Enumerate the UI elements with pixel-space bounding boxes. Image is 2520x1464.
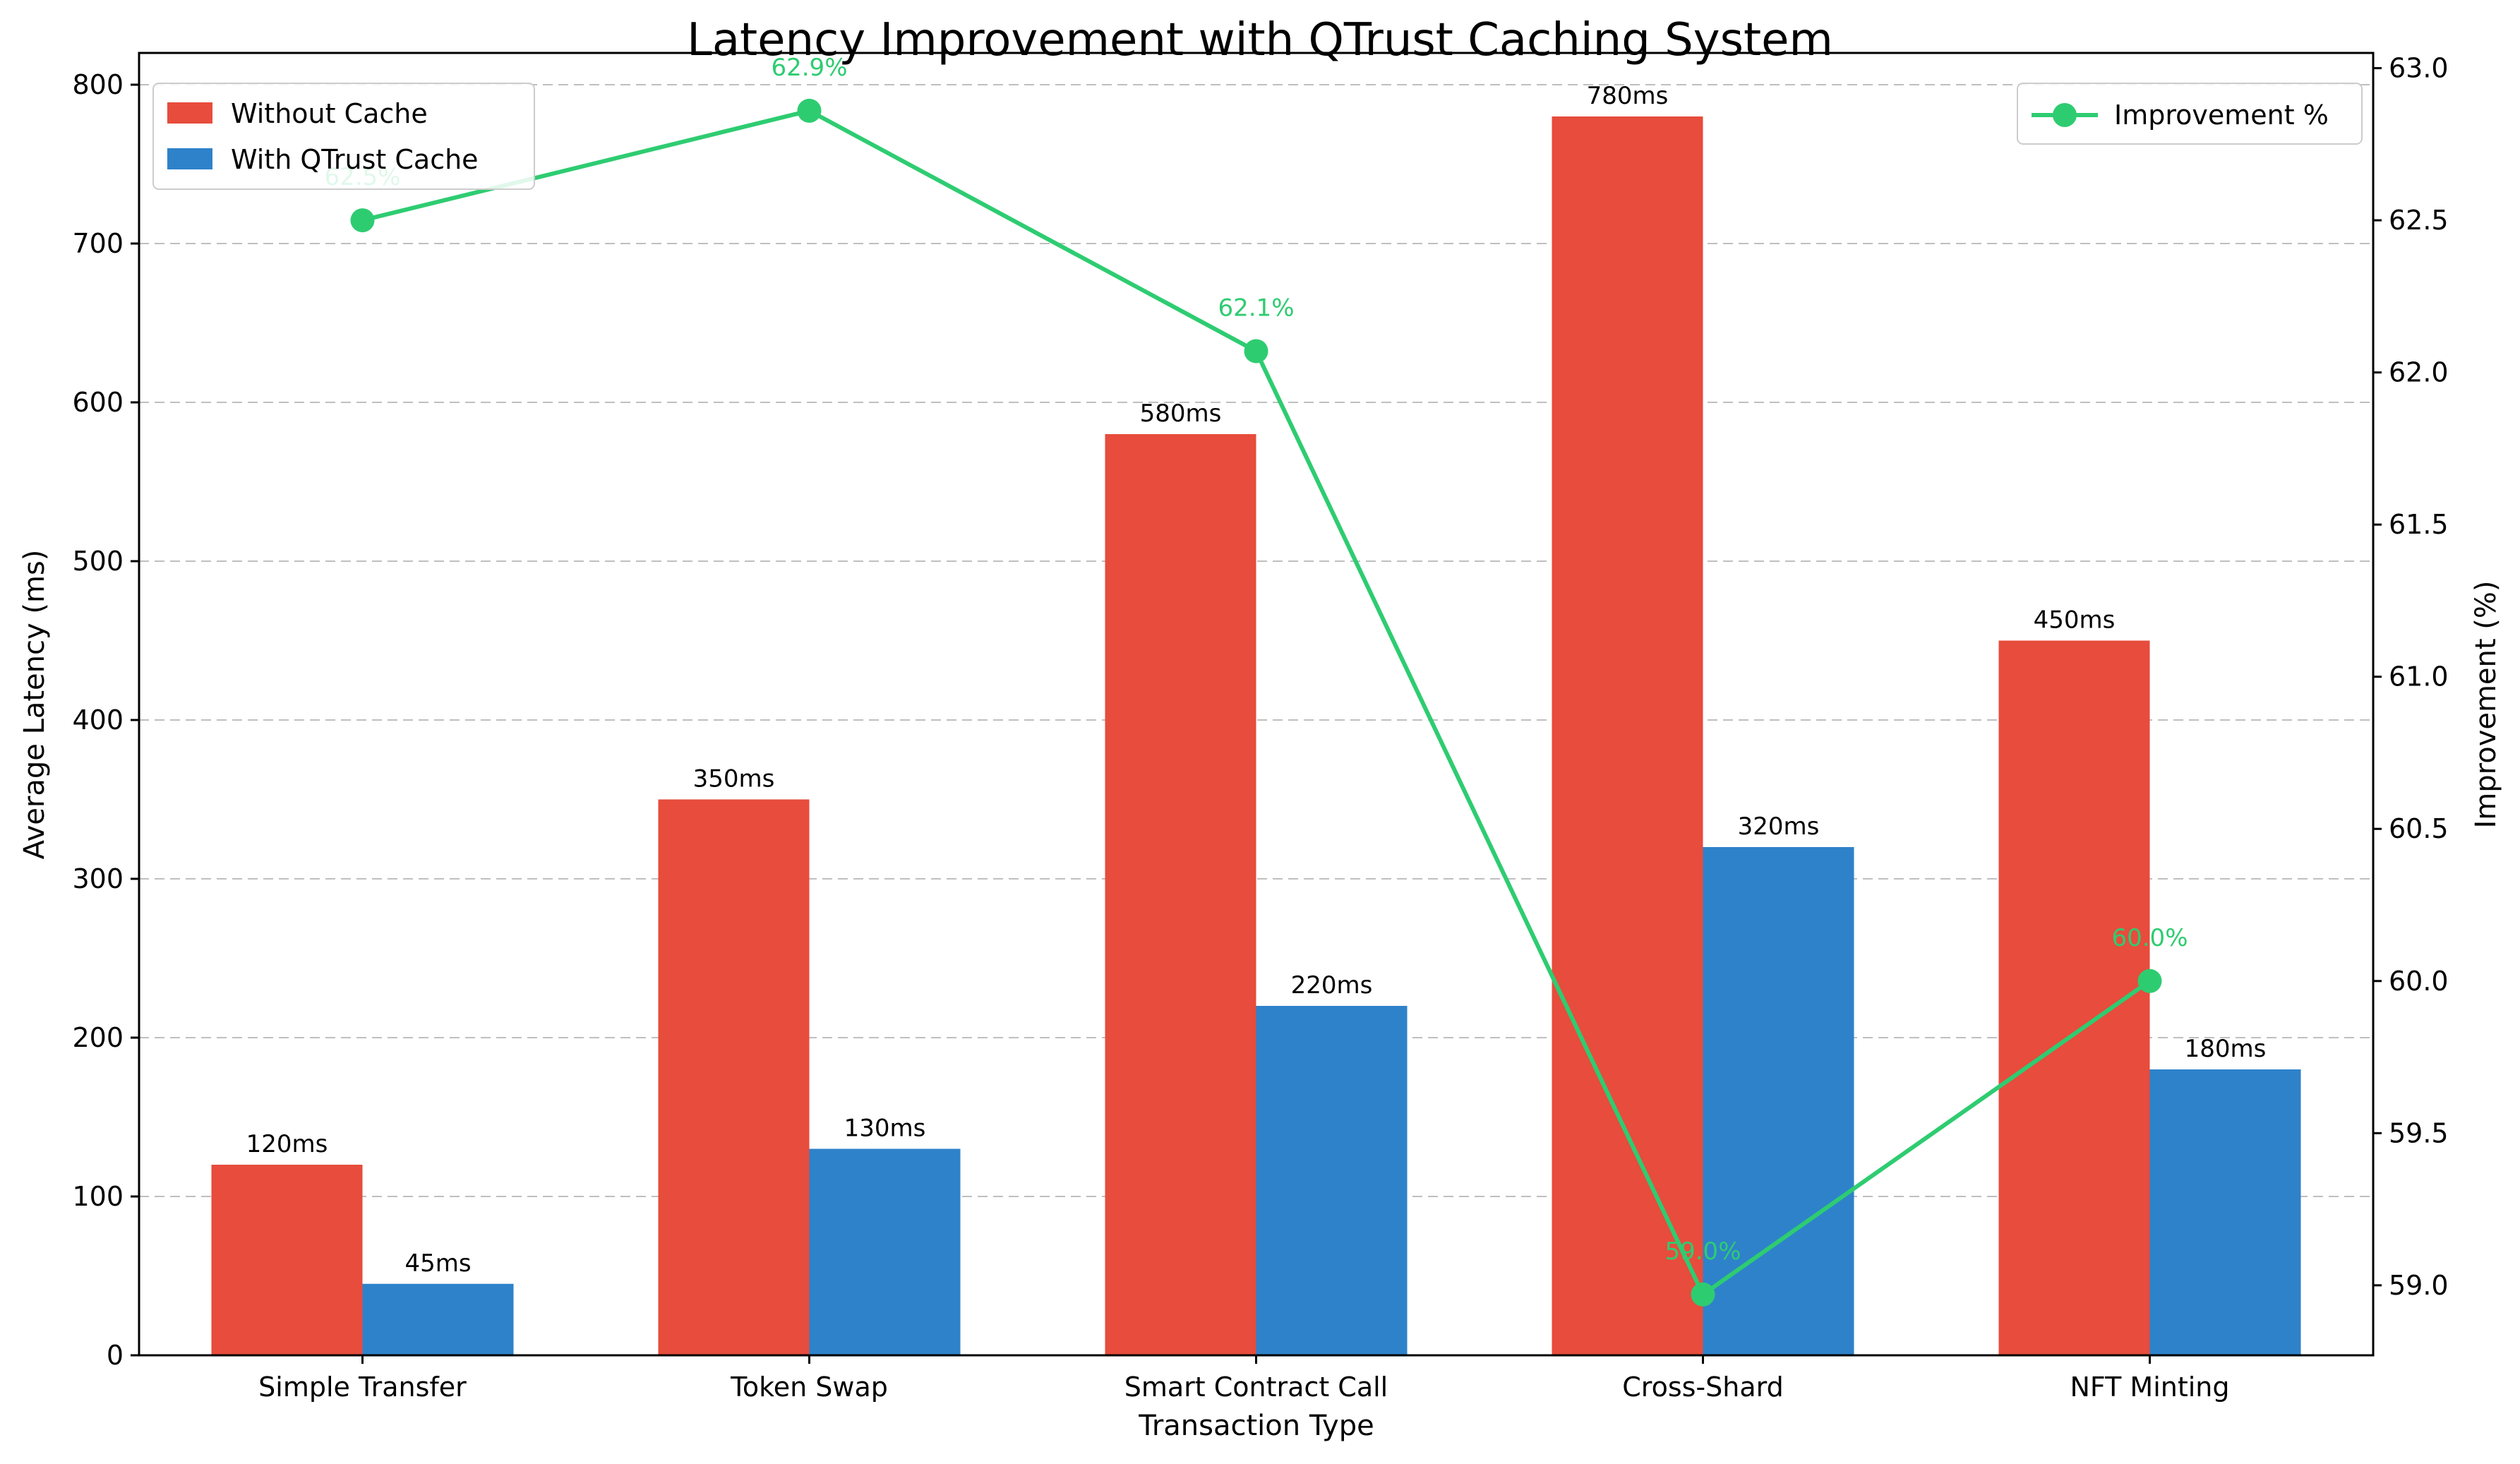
x-tick-label-1: Token Swap bbox=[730, 1372, 888, 1403]
right-tick-label-59.5: 59.5 bbox=[2389, 1117, 2449, 1148]
bar-label-series-0-0: 120ms bbox=[246, 1130, 328, 1158]
improvement-label-2: 62.1% bbox=[1218, 294, 1294, 322]
bar-label-series-1-2: 220ms bbox=[1291, 971, 1373, 1000]
chart-title: Latency Improvement with QTrust Caching … bbox=[687, 14, 1833, 66]
bar-series-0-3 bbox=[1552, 116, 1703, 1355]
bar-label-series-1-3: 320ms bbox=[1738, 812, 1820, 841]
bar-label-series-1-0: 45ms bbox=[404, 1249, 471, 1278]
bar-series-1-2 bbox=[1256, 1006, 1408, 1355]
legend-label-improvement: Improvement % bbox=[2114, 100, 2329, 131]
legend-label-without-cache: Without Cache bbox=[231, 98, 428, 129]
legend-swatch-without-cache bbox=[167, 102, 212, 124]
y-axis-label-right: Improvement (%) bbox=[2470, 580, 2502, 828]
bar-series-1-3 bbox=[1703, 847, 1854, 1355]
right-axis: 59.0 59.5 60.0 60.5 61.0 61.5 62.0 62.5 63.0 bbox=[2373, 53, 2449, 1301]
x-axis-label: Transaction Type bbox=[1138, 1410, 1374, 1442]
x-tick-label-0: Simple Transfer bbox=[258, 1372, 467, 1403]
legend-swatch-with-cache bbox=[167, 148, 212, 169]
left-tick-label-100: 100 bbox=[72, 1181, 124, 1212]
improvement-point-0 bbox=[350, 208, 375, 233]
improvement-point-1 bbox=[797, 98, 822, 123]
bars bbox=[211, 116, 2301, 1355]
improvement-line-layer: 62.5%62.9%62.1%59.0%60.0% bbox=[324, 54, 2188, 1307]
right-tick-label-62.0: 62.0 bbox=[2389, 357, 2449, 388]
x-axis: Simple Transfer Token Swap Smart Contract … bbox=[258, 1355, 2230, 1403]
left-tick-label-400: 400 bbox=[72, 704, 124, 736]
bar-series-0-1 bbox=[658, 799, 810, 1355]
legend-left-frame bbox=[152, 83, 535, 190]
legend-marker-improvement bbox=[2053, 103, 2077, 127]
bar-series-1-1 bbox=[809, 1148, 961, 1355]
right-tick-label-61.0: 61.0 bbox=[2389, 661, 2449, 692]
x-tick-label-4: NFT Minting bbox=[2070, 1372, 2230, 1403]
legend-right: Improvement % bbox=[2017, 83, 2363, 145]
left-axis: 0 100 200 300 400 500 600 700 800 bbox=[72, 69, 139, 1371]
left-tick-label-200: 200 bbox=[72, 1022, 124, 1053]
right-tick-label-62.5: 62.5 bbox=[2389, 205, 2449, 236]
bar-series-1-0 bbox=[362, 1283, 514, 1355]
bar-label-series-1-4: 180ms bbox=[2185, 1035, 2267, 1063]
bar-label-series-0-1: 350ms bbox=[693, 765, 775, 793]
bar-series-0-2 bbox=[1105, 434, 1256, 1355]
bar-series-1-4 bbox=[2149, 1069, 2301, 1355]
improvement-point-2 bbox=[1244, 339, 1268, 364]
left-tick-label-700: 700 bbox=[72, 228, 124, 259]
bar-series-0-0 bbox=[211, 1165, 363, 1355]
improvement-label-3: 59.0% bbox=[1664, 1237, 1741, 1266]
x-tick-label-3: Cross-Shard bbox=[1622, 1372, 1783, 1403]
improvement-point-4 bbox=[2137, 968, 2162, 993]
improvement-point-3 bbox=[1691, 1282, 1715, 1307]
bar-label-series-1-1: 130ms bbox=[844, 1115, 926, 1143]
bar-label-series-0-2: 580ms bbox=[1140, 400, 1222, 428]
bar-labels: 120ms 350ms 580ms 780ms 450ms 45ms 130ms 220ms 3… bbox=[246, 82, 2267, 1278]
left-tick-label-600: 600 bbox=[72, 387, 124, 418]
legend-left: Without Cache With QTrust Cache bbox=[152, 83, 535, 190]
improvement-label-1: 62.9% bbox=[771, 54, 847, 82]
left-tick-label-300: 300 bbox=[72, 863, 124, 894]
right-tick-label-60.5: 60.5 bbox=[2389, 813, 2449, 844]
left-tick-label-0: 0 bbox=[107, 1340, 124, 1371]
right-tick-label-61.5: 61.5 bbox=[2389, 509, 2449, 540]
left-tick-label-500: 500 bbox=[72, 546, 124, 577]
legend-label-with-cache: With QTrust Cache bbox=[231, 144, 479, 175]
right-tick-label-59.0: 59.0 bbox=[2389, 1270, 2449, 1301]
bar-label-series-0-3: 780ms bbox=[1587, 82, 1669, 110]
x-tick-label-2: Smart Contract Call bbox=[1124, 1372, 1388, 1403]
right-tick-label-60.0: 60.0 bbox=[2389, 966, 2449, 997]
y-axis-label: Average Latency (ms) bbox=[18, 550, 51, 860]
improvement-label-4: 60.0% bbox=[2111, 924, 2188, 952]
bar-label-series-0-4: 450ms bbox=[2034, 606, 2116, 635]
left-tick-label-800: 800 bbox=[72, 69, 124, 100]
legend-right-frame bbox=[2017, 83, 2363, 145]
right-tick-label-63.0: 63.0 bbox=[2389, 53, 2449, 84]
